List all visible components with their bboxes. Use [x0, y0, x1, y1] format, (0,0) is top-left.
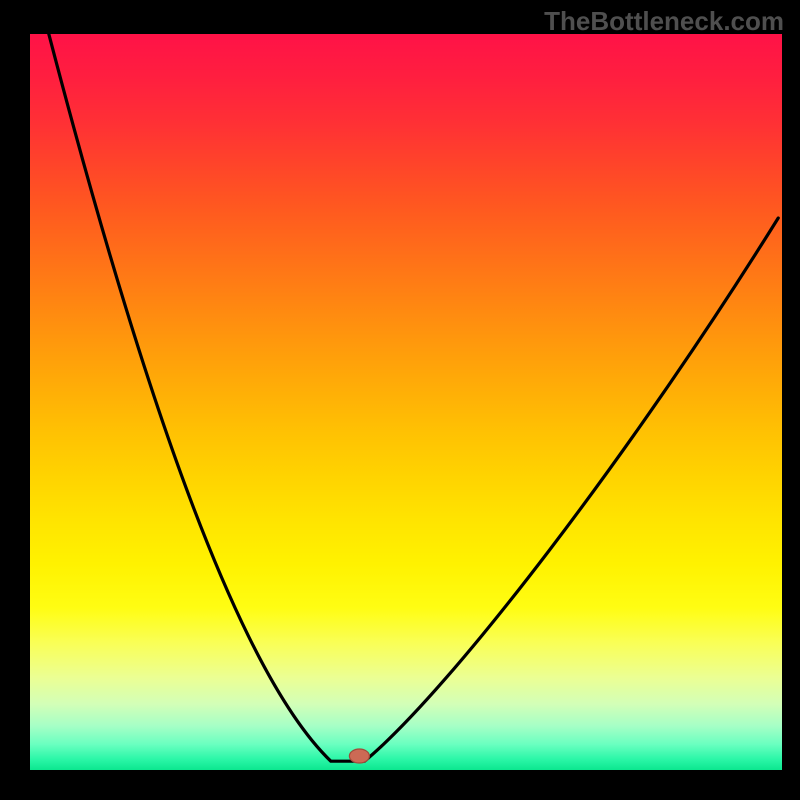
gradient-background [30, 34, 782, 770]
watermark-text: TheBottleneck.com [544, 8, 784, 34]
chart-frame: TheBottleneck.com [0, 0, 800, 800]
plot-area [30, 34, 782, 770]
plot-svg [30, 34, 782, 770]
min-marker [349, 749, 369, 763]
